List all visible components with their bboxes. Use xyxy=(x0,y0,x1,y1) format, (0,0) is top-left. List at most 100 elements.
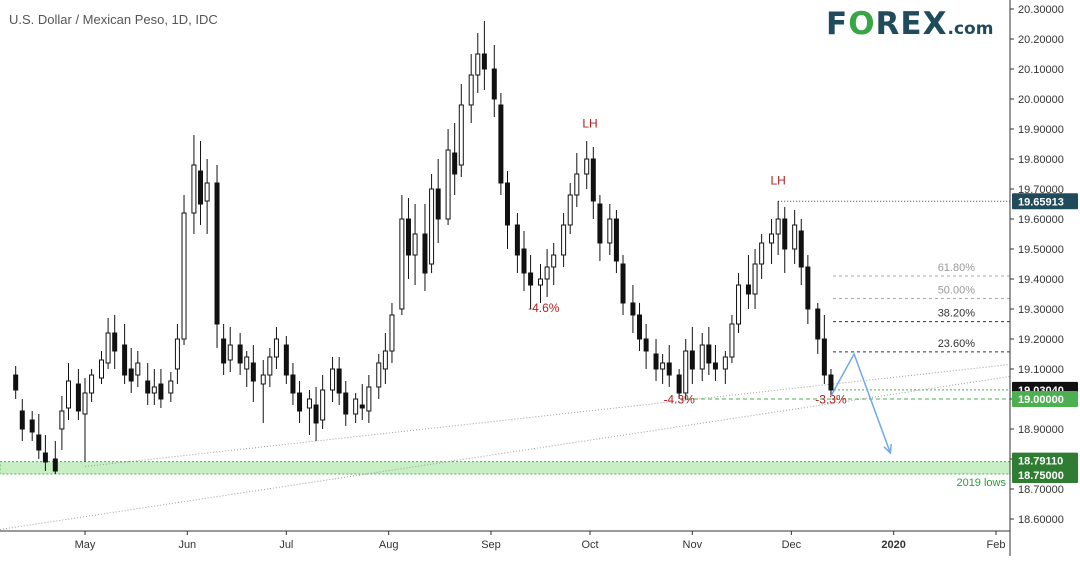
candle-body xyxy=(36,434,42,451)
candle xyxy=(630,285,636,333)
candle xyxy=(359,384,365,420)
candle-body xyxy=(151,386,157,394)
candle xyxy=(607,204,613,255)
candle-body xyxy=(590,158,596,202)
candle xyxy=(521,231,527,291)
candle-body xyxy=(613,218,619,262)
y-tick-label: 20.30000 xyxy=(1018,4,1064,16)
candle-body xyxy=(214,182,220,325)
candle-body xyxy=(237,344,243,364)
candle-body xyxy=(769,233,775,244)
candle xyxy=(128,348,134,393)
candle-body xyxy=(491,68,497,100)
candle xyxy=(745,255,751,309)
candle-body xyxy=(429,188,435,265)
candle-body xyxy=(828,374,834,391)
candle-body xyxy=(174,338,180,370)
candle xyxy=(805,255,811,324)
candle-body xyxy=(145,380,151,394)
candle-body xyxy=(112,332,118,352)
annotation-label: LH xyxy=(770,174,785,188)
candle-body xyxy=(250,362,256,382)
candle-body xyxy=(320,389,326,421)
candle-body xyxy=(260,374,266,385)
candle-body xyxy=(273,338,279,358)
candle xyxy=(699,333,705,381)
candle-body xyxy=(643,338,649,352)
y-tick-label: 20.20000 xyxy=(1018,34,1064,46)
candle-body xyxy=(607,218,613,244)
candle xyxy=(821,315,827,384)
candle-body xyxy=(422,233,428,274)
candle-body xyxy=(19,410,25,430)
candle xyxy=(330,357,336,402)
annotations-layer: LH LH -4.6% -4.3% -3.3% xyxy=(528,117,893,455)
candle-body xyxy=(412,233,418,256)
candle-body xyxy=(620,263,626,304)
x-tick-label: Nov xyxy=(683,539,703,551)
candle-body xyxy=(653,353,659,370)
candle-body xyxy=(399,218,405,310)
logo-text-o: O xyxy=(848,6,876,42)
candle-body xyxy=(752,263,758,295)
price-label-box xyxy=(1012,452,1078,469)
candle xyxy=(191,135,197,234)
brand-logo: FOREX.com xyxy=(826,6,993,42)
candle-body xyxy=(244,356,250,370)
candles-layer xyxy=(13,21,834,474)
candle-body xyxy=(729,323,735,358)
candle-body xyxy=(689,350,695,370)
candle-body xyxy=(798,230,804,268)
trendline-upper xyxy=(84,364,1011,467)
candle xyxy=(399,195,405,315)
candle-body xyxy=(128,368,134,382)
candle-body xyxy=(805,266,811,310)
candle-body xyxy=(297,392,303,412)
x-tick-label: Dec xyxy=(782,539,802,551)
candle xyxy=(13,366,19,399)
candle xyxy=(198,141,204,225)
candle-body xyxy=(676,374,682,394)
candle xyxy=(36,414,42,459)
candle xyxy=(320,375,326,429)
price-label-text: 19.00000 xyxy=(1018,394,1064,406)
candle-body xyxy=(792,224,798,250)
y-tick-label: 19.40000 xyxy=(1018,274,1064,286)
candle xyxy=(42,435,48,471)
candle xyxy=(660,354,666,384)
candle-body xyxy=(198,170,204,205)
x-tick-label: Sep xyxy=(481,539,501,551)
candle xyxy=(135,351,141,387)
candle-body xyxy=(290,374,296,394)
candle xyxy=(815,303,821,354)
price-label-text: 18.75000 xyxy=(1018,470,1064,482)
candle xyxy=(574,153,580,207)
candle xyxy=(590,147,596,219)
candle xyxy=(775,201,781,255)
candle-body xyxy=(481,53,487,70)
candle-body xyxy=(498,104,504,184)
fib-label: 50.00% xyxy=(938,285,976,297)
candle-body xyxy=(561,224,567,256)
candle-body xyxy=(458,104,464,166)
x-tick-label: Feb xyxy=(987,539,1006,551)
candle xyxy=(683,339,689,399)
candle-body xyxy=(597,203,603,244)
reference-lines-layer: 61.80% 50.00% 38.20% 23.60% xyxy=(0,200,1011,530)
candle-body xyxy=(181,212,187,340)
candle xyxy=(676,369,682,399)
candle-body xyxy=(359,404,365,409)
candle-body xyxy=(89,374,95,394)
x-tick-label: Oct xyxy=(581,539,598,551)
candle-body xyxy=(521,248,527,274)
chart-title: U.S. Dollar / Mexican Peso, 1D, IDC xyxy=(9,12,218,27)
candle xyxy=(759,234,765,279)
candle xyxy=(336,357,342,405)
candle xyxy=(514,213,520,273)
candle-body xyxy=(191,164,197,214)
candle xyxy=(353,393,359,423)
candle-body xyxy=(815,308,821,340)
price-label-text: 19.65913 xyxy=(1018,196,1064,208)
